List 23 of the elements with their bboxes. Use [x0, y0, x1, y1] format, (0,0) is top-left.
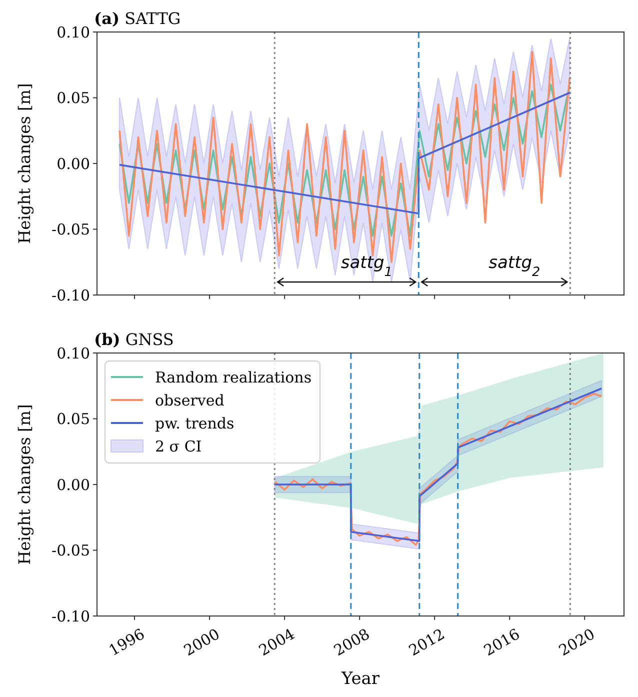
y-tick-label: 0.10 — [56, 344, 90, 362]
chart-title: (b) GNSS — [94, 330, 174, 349]
legend-label: observed — [155, 391, 225, 410]
x-axis-title: Year — [340, 669, 380, 689]
line-series — [118, 84, 571, 237]
y-tick-label: -0.05 — [52, 220, 90, 238]
line-series — [118, 92, 572, 214]
y-tick-label: 0.00 — [56, 154, 90, 173]
chart-title: (a) SATTG — [94, 9, 181, 28]
y-axis-title: Height changes [m] — [15, 404, 34, 565]
annotation: sattg$_{2}$ — [488, 253, 540, 280]
legend-label: pw. trends — [155, 414, 234, 432]
y-tick-label: 0.10 — [56, 23, 90, 42]
legend-label: Random realizations — [155, 368, 312, 386]
y-tick-label: 0.00 — [56, 476, 90, 494]
annotation: sattg$_{1}$ — [340, 253, 392, 280]
y-tick-label: 0.05 — [56, 410, 90, 428]
legend-label: 2 σ CI — [155, 437, 202, 456]
y-tick-label: 0.05 — [56, 89, 90, 107]
y-axis-title: Height changes [m] — [15, 83, 34, 244]
y-tick-label: -0.05 — [52, 542, 90, 560]
y-tick-label: -0.10 — [52, 607, 90, 626]
y-tick-label: -0.10 — [52, 286, 90, 304]
